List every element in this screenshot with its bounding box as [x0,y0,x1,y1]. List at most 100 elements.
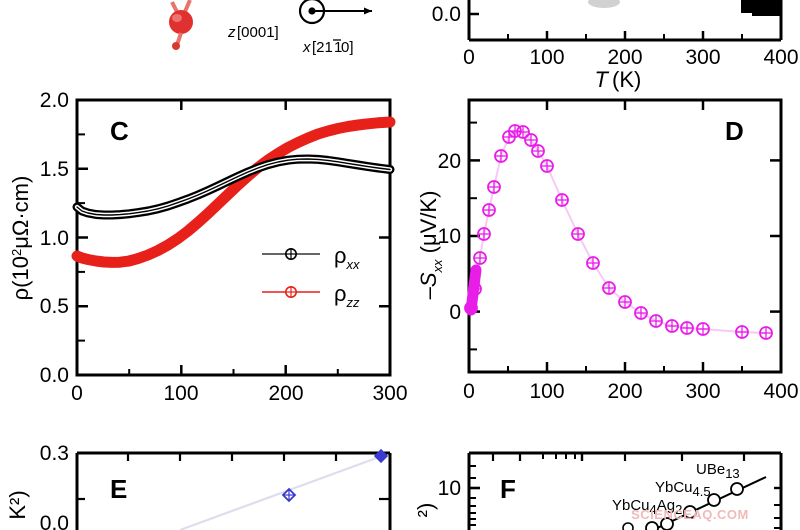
panel-d-xtick-label-200: 200 [607,380,642,403]
axis-x-bracket-close: 0] [341,39,354,56]
marker-extra [622,522,634,530]
panel-c-yaxis-text: ρ(102μΩ·cm) [8,176,33,301]
panel-c-ytick-label-4: 2.0 [40,89,69,112]
panel-f-yaxis-text: ²) [413,503,438,518]
panel-d-yaxis-label: –Sxx (μV/K) [416,191,445,300]
panel-c-yaxis-label: ρ(102μΩ·cm) [8,176,33,301]
axis-z-index: [0001] [237,24,279,41]
top-right-xtick-label-200: 200 [607,46,642,69]
panel-c-legend[interactable]: ρxx ρzz [262,243,360,310]
panel-d-ytick-label-20: 20 [438,150,461,173]
panel-e-trend-line [179,454,383,530]
panel-c-yaxis-exp: 2 [9,249,24,256]
panel-d-yaxis-units2: (μV/K) [416,191,441,254]
axis-x-symbol: x [302,39,311,56]
marker-mid [683,505,697,519]
panel-d-xtick-label-0: 0 [463,380,475,403]
marker-group [464,124,773,340]
legend-entry-rho-xx[interactable]: ρxx [262,243,360,272]
top-right-data-blob2 [752,11,781,16]
top-right-xaxis-symbol: T [595,67,610,92]
top-right-xtick-label-100: 100 [529,46,564,69]
top-right-grey-blob [588,0,620,8]
panel-f-yaxis-label: ²) [413,503,438,518]
top-right-ytick-label-0: 0.0 [432,3,461,26]
panel-f-ytick-label-10: 10 [438,477,461,500]
panel-c-xtick-label-3: 300 [372,382,407,405]
panel-f-annotation-ube13: UBe13 [696,461,740,481]
panel-c-series-rho-xx-centerline [76,158,391,216]
panel-c-xticks [75,100,392,375]
panel-d-yaxis-sub: xx [430,259,445,274]
panel-e-xticks-top [126,453,338,461]
panel-f-label: F [500,474,516,504]
panel-d-label: D [725,116,744,146]
marker-YbCu45 [707,493,721,507]
panel-e: 0.3 0.0 K²) E [5,442,392,530]
axis-x-overbar-digit: 1 [334,39,342,56]
marker-YbCu4Ag2-b [645,521,659,530]
top-right-xtick-label-300: 300 [685,46,720,69]
legend-entry-rho-zz[interactable]: ρzz [262,281,360,310]
axis-x-bracket-open: [21 [312,39,333,56]
panel-f-markers [622,482,744,530]
panel-f-yticks [469,465,781,529]
panel-d-lowT-band [465,264,482,316]
panel-c: 0.0 0.5 1.0 1.5 2.0 0 100 200 300 [8,89,408,405]
panel-e-yaxis-label: K²) [5,490,30,519]
panel-f-annotation-ybcu4ag2: YbCu4Ag2 [612,497,682,517]
marker-UBe13 [730,482,744,496]
panel-c-ytick-label-3: 1.5 [40,158,69,181]
panel-d-ytick-label-10: 10 [438,225,461,248]
panel-c-label: C [110,116,129,146]
marker-diamond-a [281,487,297,503]
panel-e-markers [281,448,389,503]
axis-x-label: x [21 1 0] [302,39,354,56]
atom-highlight [172,14,182,22]
panel-d-markers [464,124,773,340]
panel-c-xtick-label-0: 0 [71,382,83,405]
panel-d-yaxis-symbol: S [416,272,441,287]
top-right-xtick-label-0: 0 [463,46,475,69]
panel-d-yticks [469,121,781,351]
panel-d-yaxis-minus: – [416,286,441,299]
panel-d-xticks [467,100,783,372]
axis-indicator [298,0,372,25]
panel-c-yaxis-open: (10 [8,256,33,288]
legend-label-rho-xx: ρxx [334,243,360,272]
panel-e-yaxis-text: K²) [5,490,30,519]
top-right-xtick-label-400: 400 [763,46,798,69]
panel-e-ytick-label-0.3: 0.3 [40,442,69,465]
panel-d-xtick-label-300: 300 [685,380,720,403]
marker-diamond-b [373,448,389,464]
panel-d-ytick-label-0: 0 [449,301,461,324]
top-right-xaxis-label: T (K) [595,67,642,92]
legend-label-rho-zz: ρzz [334,281,360,310]
panel-f-xticks-top [491,453,746,461]
atom-cluster [169,0,193,50]
panel-c-ytick-label-1: 0.5 [40,295,69,318]
panel-f-annotation-ybcu45: YbCu4.5 [655,479,711,499]
crystal-structure-inset: z [0001] x [21 1 0] [169,0,372,56]
panel-c-yaxis-units: μΩ·cm) [8,176,33,249]
top-right-xticks [467,31,783,40]
panel-d: 0 10 20 0 100 200 300 400 [416,98,799,403]
panel-f: 10 ²) F UBe13 YbCu4.5 YbCu4Ag2 [413,451,783,530]
panel-c-yaxis-rho: ρ [8,288,33,301]
panel-d-xtick-label-400: 400 [763,380,798,403]
top-right-data-blob [741,0,781,13]
atom-sphere [169,10,193,34]
panel-c-ytick-label-0: 0.0 [40,364,69,387]
panel-e-ytick-label-0.0: 0.0 [40,512,69,530]
atom-small [172,42,180,50]
watermark: SCIENCEAQ.COM [631,507,749,522]
axis-z-label: z [0001] [227,24,279,41]
panel-c-xtick-label-2: 200 [268,382,303,405]
panel-c-ytick-label-2: 1.0 [40,227,69,250]
panel-e-label: E [110,474,127,504]
panel-d-xtick-label-100: 100 [529,380,564,403]
top-right-xaxis-unit: (K) [612,67,641,92]
arrow-head [364,7,372,15]
